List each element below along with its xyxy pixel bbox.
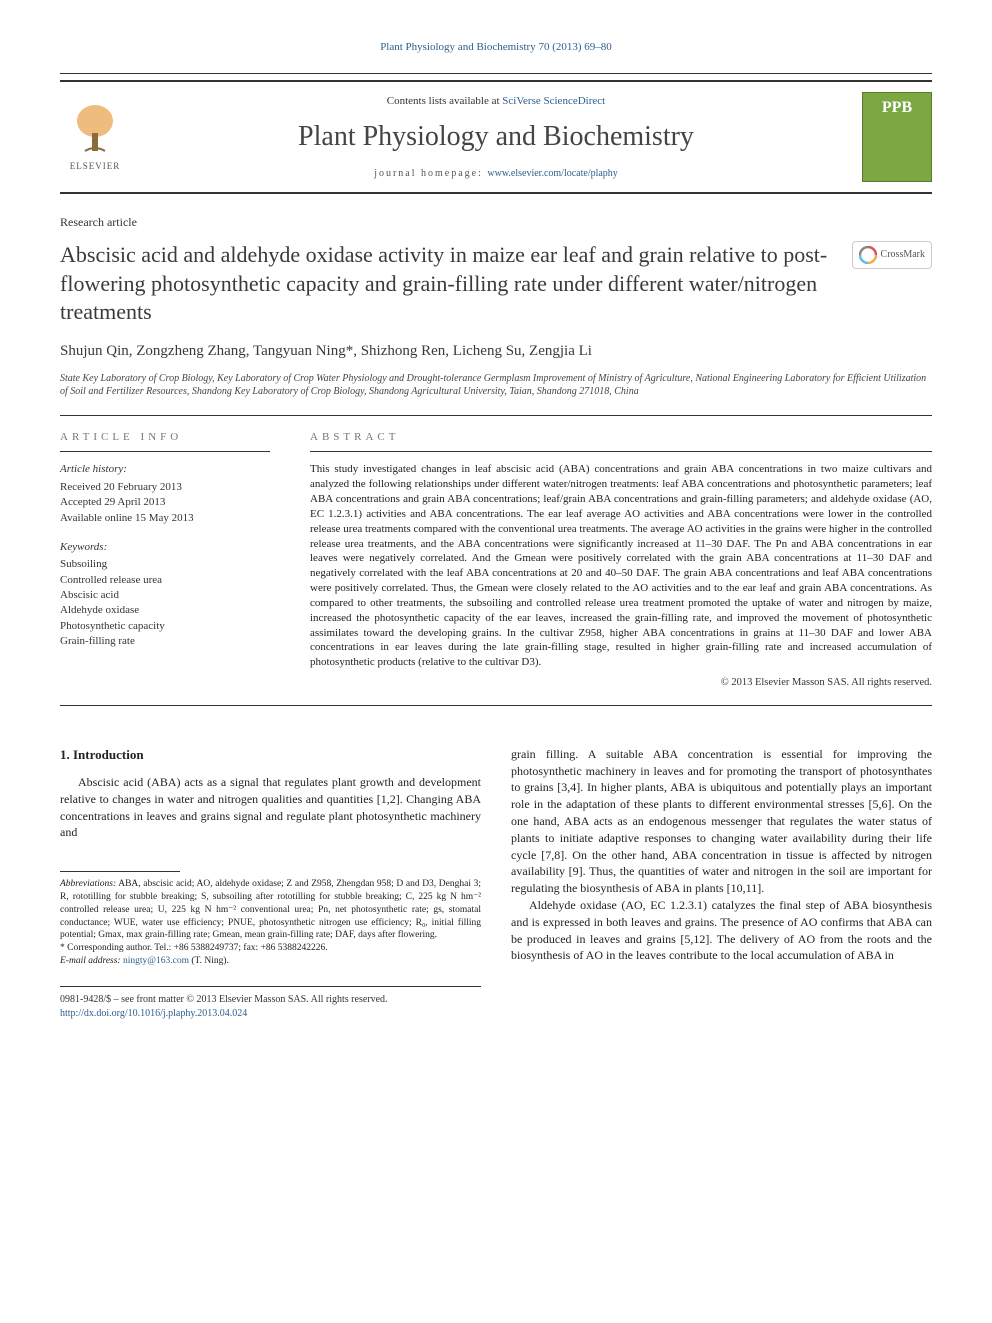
info-abstract-row: ARTICLE INFO Article history: Received 2…	[60, 415, 932, 706]
abstract-heading: ABSTRACT	[310, 430, 932, 452]
section-head: 1. Introduction	[60, 746, 481, 764]
journal-name: Plant Physiology and Biochemistry	[130, 117, 862, 156]
keywords-block: Keywords: Subsoiling Controlled release …	[60, 540, 270, 650]
history-block: Article history: Received 20 February 20…	[60, 462, 270, 526]
footnote-rule	[60, 871, 180, 872]
header-citation: Plant Physiology and Biochemistry 70 (20…	[60, 40, 932, 55]
keyword: Subsoiling	[60, 557, 270, 572]
homepage-line: journal homepage: www.elsevier.com/locat…	[130, 167, 862, 181]
title-row: Abscisic acid and aldehyde oxidase activ…	[60, 241, 932, 327]
left-column: 1. Introduction Abscisic acid (ABA) acts…	[60, 746, 481, 1021]
keyword: Photosynthetic capacity	[60, 619, 270, 634]
keyword: Controlled release urea	[60, 573, 270, 588]
footer-doi: http://dx.doi.org/10.1016/j.plaphy.2013.…	[60, 1007, 481, 1021]
footer-rule	[60, 986, 481, 987]
corresponding-footnote: * Corresponding author. Tel.: +86 538824…	[60, 942, 481, 955]
article-title: Abscisic acid and aldehyde oxidase activ…	[60, 241, 852, 327]
article-info: ARTICLE INFO Article history: Received 2…	[60, 430, 270, 691]
abbrev-text: ABA, abscisic acid; AO, aldehyde oxidase…	[60, 879, 481, 940]
abbrev-label: Abbreviations:	[60, 879, 116, 889]
email-label: E-mail address:	[60, 956, 123, 966]
abstract-copyright: © 2013 Elsevier Masson SAS. All rights r…	[310, 676, 932, 691]
masthead: ELSEVIER Contents lists available at Sci…	[60, 80, 932, 194]
email-suffix: (T. Ning).	[189, 956, 229, 966]
right-column: grain filling. A suitable ABA concentrat…	[511, 746, 932, 1021]
contents-prefix: Contents lists available at	[387, 95, 502, 107]
crossmark-label: CrossMark	[881, 248, 925, 262]
elsevier-label: ELSEVIER	[70, 160, 121, 173]
affiliation: State Key Laboratory of Crop Biology, Ke…	[60, 372, 932, 399]
sciencedirect-link[interactable]: SciVerse ScienceDirect	[502, 95, 605, 107]
contents-line: Contents lists available at SciVerse Sci…	[130, 94, 862, 109]
intro-para-right-1: grain filling. A suitable ABA concentrat…	[511, 746, 932, 897]
email-link[interactable]: ningty@163.com	[123, 956, 189, 966]
elsevier-logo: ELSEVIER	[60, 97, 130, 177]
email-footnote: E-mail address: ningty@163.com (T. Ning)…	[60, 955, 481, 968]
homepage-prefix: journal homepage:	[374, 168, 487, 179]
journal-cover-thumbnail: PPB	[862, 92, 932, 182]
article-type: Research article	[60, 214, 932, 231]
abstract-column: ABSTRACT This study investigated changes…	[310, 430, 932, 691]
received-line: Received 20 February 2013	[60, 480, 270, 495]
intro-para-right-2: Aldehyde oxidase (AO, EC 1.2.3.1) cataly…	[511, 897, 932, 964]
masthead-center: Contents lists available at SciVerse Sci…	[130, 94, 862, 181]
elsevier-tree-icon	[70, 103, 120, 158]
abstract-text: This study investigated changes in leaf …	[310, 462, 932, 670]
keyword: Grain-filling rate	[60, 634, 270, 649]
cover-abbrev: PPB	[882, 99, 912, 117]
abbreviations-footnote: Abbreviations: ABA, abscisic acid; AO, a…	[60, 878, 481, 942]
top-rule	[60, 73, 932, 74]
crossmark-badge[interactable]: CrossMark	[852, 241, 932, 269]
intro-para-left: Abscisic acid (ABA) acts as a signal tha…	[60, 774, 481, 841]
online-line: Available online 15 May 2013	[60, 511, 270, 526]
accepted-line: Accepted 29 April 2013	[60, 495, 270, 510]
keywords-head: Keywords:	[60, 540, 270, 555]
history-head: Article history:	[60, 462, 270, 477]
info-heading: ARTICLE INFO	[60, 430, 270, 452]
authors: Shujun Qin, Zongzheng Zhang, Tangyuan Ni…	[60, 341, 932, 362]
keyword: Abscisic acid	[60, 588, 270, 603]
body-columns: 1. Introduction Abscisic acid (ABA) acts…	[60, 746, 932, 1021]
keyword: Aldehyde oxidase	[60, 603, 270, 618]
doi-link[interactable]: http://dx.doi.org/10.1016/j.plaphy.2013.…	[60, 1008, 247, 1019]
homepage-link[interactable]: www.elsevier.com/locate/plaphy	[487, 168, 617, 179]
footer-issn: 0981-9428/$ – see front matter © 2013 El…	[60, 993, 481, 1007]
crossmark-icon	[859, 246, 877, 264]
